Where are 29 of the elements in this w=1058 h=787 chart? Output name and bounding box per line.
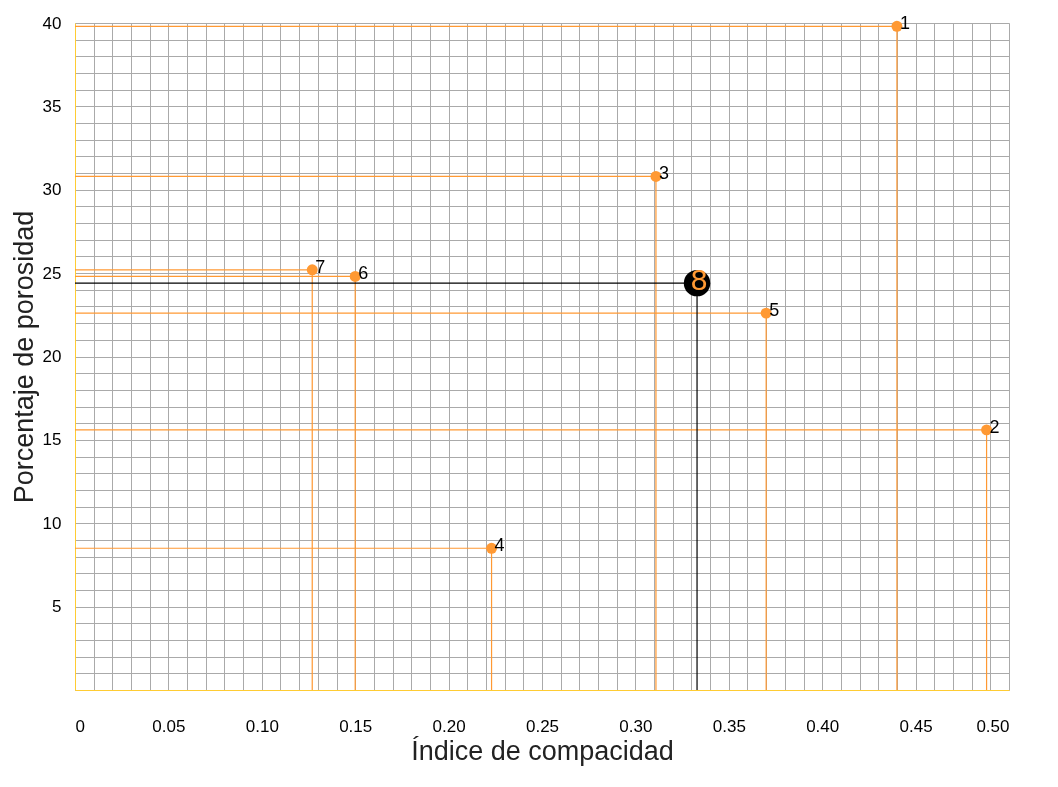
y-tick-label: 20: [42, 347, 62, 366]
x-tick-label: 0.25: [525, 716, 560, 736]
x-tick-label: 0.15: [339, 716, 373, 736]
annotation: 4: [494, 535, 505, 556]
x-tick-label: 0.10: [245, 716, 279, 736]
annotation: 8: [690, 263, 708, 297]
y-tick-label: 25: [42, 263, 62, 283]
y-tick-label: 15: [42, 430, 62, 450]
x-tick-label: 0.20: [432, 716, 466, 736]
annotation: 6: [358, 263, 369, 284]
y-tick-label: 40: [42, 13, 62, 33]
annotation: 7: [315, 256, 326, 277]
annotation: 5: [769, 300, 780, 321]
x-axis-title: Índice de compacidad: [411, 735, 674, 766]
annotation: 3: [658, 163, 669, 184]
y-tick-label: 5: [52, 597, 62, 617]
annotation: 1: [899, 13, 910, 34]
x-tick-label: 0.30: [619, 716, 653, 736]
x-tick-label: 0.35: [712, 716, 746, 736]
y-axis-title: Porcentaje de porosidad: [8, 210, 39, 504]
x-tick-label: 0: [75, 716, 85, 736]
y-tick-label: 35: [42, 96, 62, 116]
x-tick-label: 0.05: [152, 716, 186, 736]
x-tick-label: 0.50: [976, 716, 1010, 736]
y-tick-label: 30: [42, 180, 62, 200]
x-tick-label: 0.45: [899, 716, 933, 736]
y-tick-label: 10: [42, 513, 62, 533]
annotation: 2: [989, 416, 1000, 437]
x-tick-label: 0.40: [806, 716, 840, 736]
